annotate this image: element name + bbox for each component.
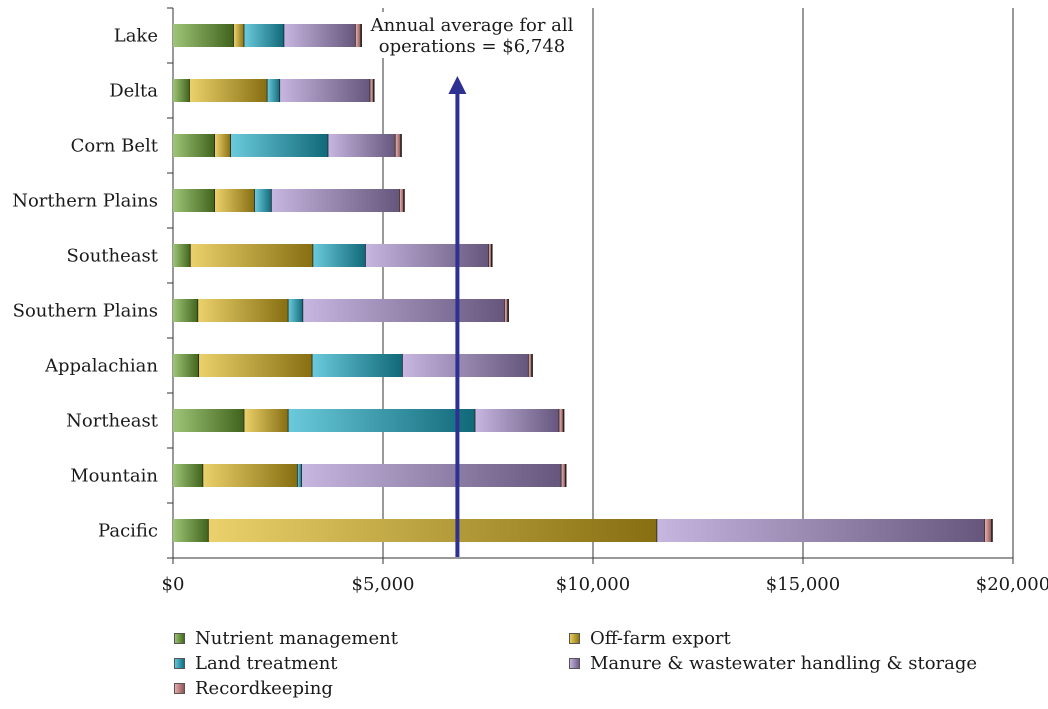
category-label: Corn Belt [71, 136, 159, 157]
bar-segment [395, 134, 402, 157]
bar-segment [199, 354, 313, 377]
x-tick-label: $5,000 [352, 574, 415, 595]
bar-segment [203, 464, 298, 487]
legend-swatch [174, 683, 185, 694]
category-label: Lake [114, 26, 158, 47]
bar-segment [355, 24, 362, 47]
bar-segment [280, 79, 371, 102]
bar-segment [370, 79, 374, 102]
category-label: Mountain [70, 466, 158, 487]
bar-segment [173, 519, 209, 542]
bar-segment [244, 409, 289, 432]
average-arrow-head [448, 76, 467, 94]
x-tick-label: $10,000 [556, 574, 630, 595]
legend-item: Off-farm export [569, 628, 731, 649]
bar-segment [288, 299, 304, 322]
category-label: Southern Plains [13, 301, 158, 322]
bar-segment [528, 354, 533, 377]
legend-swatch [569, 658, 580, 669]
legend: Nutrient management Off-farm export Land t… [174, 628, 1034, 706]
bar-segment [657, 519, 985, 542]
x-tick-label: $15,000 [766, 574, 840, 595]
legend-item: Recordkeeping [174, 678, 333, 699]
bar-segment [198, 299, 289, 322]
category-label: Northern Plains [12, 191, 158, 212]
bar-segment [173, 24, 234, 47]
legend-swatch [174, 633, 185, 644]
stacked-bar-chart: $0 $5,000 $10,000 $15,000 $20,000 Lake Delta Co… [12, 7, 1048, 595]
bar-segment [244, 24, 285, 47]
legend-label: Land treatment [195, 653, 338, 674]
bar-segment [230, 134, 329, 157]
bar-segment [271, 189, 400, 212]
bar-segment [313, 244, 366, 267]
bar-segment [504, 299, 509, 322]
bar-segment [254, 189, 272, 212]
bar-segment [173, 79, 190, 102]
bar-segment [173, 244, 191, 267]
bar-segment [233, 24, 245, 47]
bar-segment [312, 354, 403, 377]
bar-segment [173, 134, 215, 157]
bar-segment [267, 79, 281, 102]
category-label: Northeast [66, 411, 159, 432]
bar-segment [475, 409, 560, 432]
legend-item: Nutrient management [174, 628, 398, 649]
legend-label: Manure & wastewater handling & storage [590, 653, 978, 674]
bar-segment [399, 189, 404, 212]
x-tick-label: $0 [162, 574, 185, 595]
bar-segment [173, 299, 199, 322]
legend-label: Recordkeeping [195, 678, 333, 699]
bar-segment [328, 134, 396, 157]
bar-segment [559, 409, 564, 432]
category-label: Appalachian [44, 356, 158, 377]
bar-segment [173, 354, 200, 377]
bar-segment [284, 24, 356, 47]
bar-segment [297, 464, 302, 487]
legend-swatch [174, 658, 185, 669]
bar-segment [190, 244, 314, 267]
bar-segment [488, 244, 492, 267]
bar-segment [365, 244, 489, 267]
bar-segment [215, 189, 255, 212]
annotation-background [372, 12, 572, 58]
bar-segment [173, 189, 215, 212]
annotation-text: Annual average for all [370, 15, 574, 36]
legend-label: Off-farm export [590, 628, 731, 649]
legend-item: Land treatment [174, 653, 338, 674]
bar-segment [402, 354, 529, 377]
bar-segment [301, 464, 562, 487]
bar-segment [984, 519, 992, 542]
bar-segment [215, 134, 231, 157]
legend-swatch [569, 633, 580, 644]
legend-label: Nutrient management [195, 628, 398, 649]
category-label: Pacific [98, 521, 158, 542]
bar-segment [288, 409, 476, 432]
bar-segment [189, 79, 268, 102]
category-label: Delta [109, 81, 158, 102]
annotation-text: operations = $6,748 [379, 36, 566, 57]
bar-segment [303, 299, 505, 322]
bar-segment [173, 464, 204, 487]
x-tick-label: $20,000 [976, 574, 1048, 595]
bar-segment [173, 409, 245, 432]
legend-item: Manure & wastewater handling & storage [569, 653, 977, 674]
bar-segment [561, 464, 566, 487]
bar-segment [208, 519, 658, 542]
category-label: Southeast [67, 246, 159, 267]
